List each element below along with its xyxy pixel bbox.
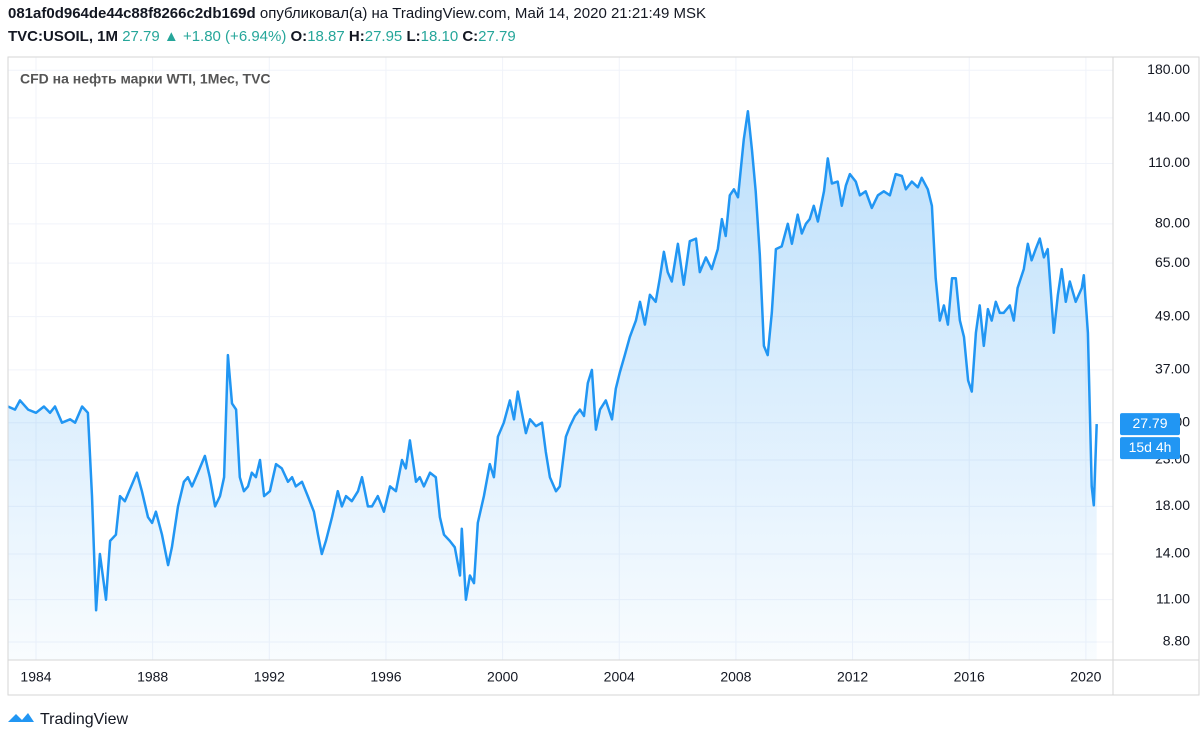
chart-title: CFD на нефть марки WTI, 1Мес, TVC (20, 71, 271, 87)
up-arrow: ▲ (163, 28, 179, 45)
x-tick-label: 2016 (954, 669, 985, 685)
close-label: C: (462, 28, 479, 45)
y-tick-label: 65.00 (1155, 254, 1190, 270)
published: опубликовал(а) на TradingView.com, Май 1… (259, 5, 707, 22)
countdown-label: 15d 4h (1129, 439, 1172, 455)
open: 18.87 (307, 28, 345, 45)
close: 27.79 (478, 28, 516, 45)
logo-icon (8, 713, 34, 722)
labels: 180.00140.00110.0080.0065.0049.0037.0028… (20, 61, 1190, 685)
x-tick-label: 1984 (20, 669, 51, 685)
brand[interactable]: TradingView (40, 711, 128, 728)
x-tick-label: 2004 (604, 669, 635, 685)
y-tick-label: 49.00 (1155, 307, 1190, 323)
author[interactable]: 081af0d964de44c88f8266c2db169d (8, 5, 256, 22)
x-tick-label: 2012 (837, 669, 868, 685)
footer-logo[interactable]: TradingView (8, 711, 128, 728)
symbol: TVC:USOIL, 1M (8, 28, 119, 45)
y-tick-label: 11.00 (1156, 590, 1190, 606)
change: +1.80 (+6.94%) (182, 28, 287, 45)
last-price-label: 27.79 (1132, 415, 1167, 431)
high-label: H: (348, 28, 365, 45)
y-tick-label: 14.00 (1155, 545, 1190, 561)
y-tick-label: 18.00 (1155, 497, 1190, 513)
frame (7, 56, 1200, 696)
last-price-badge (1120, 413, 1180, 436)
low-label: L: (406, 28, 421, 45)
x-tick-label: 2000 (487, 669, 518, 685)
x-tick-label: 2008 (720, 669, 751, 685)
price: 27.79 (122, 28, 160, 45)
x-tick-label: 1996 (370, 669, 401, 685)
x-tick-label: 1992 (254, 669, 285, 685)
area-fill (8, 111, 1097, 660)
open-label: O: (290, 28, 308, 45)
countdown-badge (1120, 437, 1180, 460)
y-tick-label: 180.00 (1147, 61, 1190, 77)
y-tick-label: 8.80 (1163, 633, 1190, 649)
header-line-1: 081af0d964de44c88f8266c2db169d опубликов… (8, 5, 706, 22)
marks (7, 109, 1098, 660)
low: 18.10 (420, 28, 459, 45)
y-tick-label: 110.00 (1148, 154, 1190, 170)
x-tick-label: 1988 (137, 669, 168, 685)
x-tick-label: 2020 (1070, 669, 1101, 685)
y-tick-label: 80.00 (1155, 215, 1190, 231)
y-tick-label: 37.00 (1155, 361, 1190, 377)
price-line (7, 109, 1098, 612)
high: 27.95 (364, 28, 403, 45)
y-tick-label: 140.00 (1147, 109, 1190, 125)
header-line-2: TVC:USOIL, 1M 27.79 ▲ +1.80 (+6.94%) O:1… (8, 28, 516, 45)
